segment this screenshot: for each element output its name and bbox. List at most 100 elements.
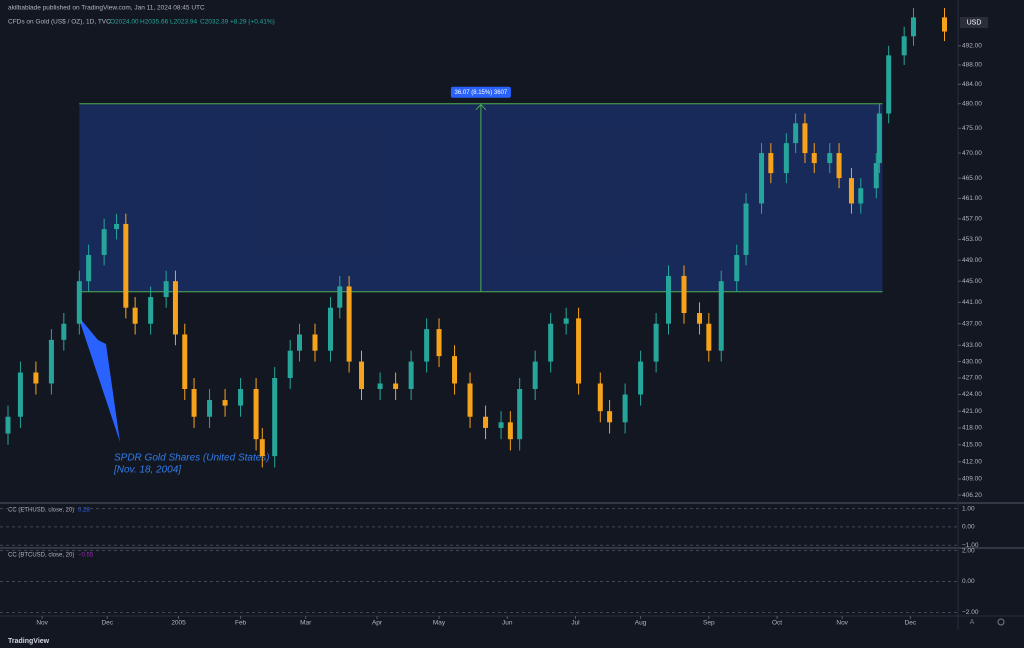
x-tick-label: Aug xyxy=(635,620,647,627)
x-tick-label: Apr xyxy=(372,620,383,627)
candle-body xyxy=(337,286,343,308)
candle-body xyxy=(33,372,39,384)
candle-body xyxy=(666,275,672,324)
annotation-arrow xyxy=(78,316,120,442)
candle-body xyxy=(941,17,947,32)
candle-body xyxy=(622,394,628,423)
candle-body xyxy=(802,123,808,154)
candle-body xyxy=(718,281,724,351)
candle-body xyxy=(238,388,244,406)
auto-button[interactable]: A xyxy=(970,619,975,626)
candle-body xyxy=(148,297,154,324)
candle-body xyxy=(408,361,414,389)
currency-box[interactable] xyxy=(960,17,988,28)
candle-body xyxy=(607,411,613,423)
candle-body xyxy=(563,318,569,324)
pane-tick-label: 2.00 xyxy=(962,547,975,554)
y-tick-label: 412.00 xyxy=(962,459,982,466)
candle-body xyxy=(61,323,67,340)
candle-body xyxy=(811,153,817,164)
pane-tick-label: −1.00 xyxy=(962,542,979,549)
currency[interactable]: USD xyxy=(967,19,982,26)
x-tick-label: 2005 xyxy=(171,620,186,627)
y-tick-label: 427.00 xyxy=(962,375,982,382)
candle-body xyxy=(532,361,538,389)
candle-body xyxy=(827,153,833,164)
measure-label-box xyxy=(450,86,511,98)
candle-body xyxy=(163,281,169,298)
candle-body xyxy=(312,334,318,351)
annotation-line: SPDR Gold Shares (United States) xyxy=(114,453,270,464)
pane-tick-label: 1.00 xyxy=(962,505,975,512)
y-tick-label: 453.00 xyxy=(962,236,982,243)
y-tick-label: 421.00 xyxy=(962,408,982,415)
candle-body xyxy=(123,223,129,308)
y-tick-label: 441.00 xyxy=(962,299,982,306)
measure-arrowhead xyxy=(475,103,487,111)
candle-body xyxy=(191,388,197,417)
pane-tick-label: 0.00 xyxy=(962,578,975,585)
candle-body xyxy=(5,416,11,434)
settings-button[interactable] xyxy=(997,618,1005,626)
pane-title: CC (BTCUSD, close, 20) xyxy=(8,553,74,559)
y-tick-label: 488.00 xyxy=(962,62,982,69)
y-tick-label: 406.20 xyxy=(962,492,982,499)
annotation-line: [Nov. 18, 2004] xyxy=(113,465,181,476)
candle-body xyxy=(597,383,603,412)
pane-value: 0.28 xyxy=(78,508,90,514)
pane-value: −0.55 xyxy=(78,553,94,559)
candle-body xyxy=(517,388,523,440)
ohlc-value: C2032.39 xyxy=(200,19,229,26)
x-tick-label: Feb xyxy=(235,620,247,627)
candle-body xyxy=(222,400,228,406)
candle-body xyxy=(876,113,882,164)
y-tick-label: 449.00 xyxy=(962,257,982,264)
ohlc-value: L2023.94 xyxy=(170,19,197,26)
ohlc-value: H2035.66 xyxy=(140,19,169,26)
candle-body xyxy=(759,153,765,204)
candle-body xyxy=(424,329,430,362)
y-tick-label: 430.00 xyxy=(962,358,982,365)
candle-body xyxy=(681,275,687,314)
x-tick-label: Nov xyxy=(36,620,48,627)
candle-body xyxy=(272,377,278,457)
candle-body xyxy=(793,123,799,144)
candle-body xyxy=(17,372,23,417)
y-tick-label: 424.00 xyxy=(962,391,982,398)
y-tick-label: 415.00 xyxy=(962,442,982,449)
candle-body xyxy=(467,383,473,417)
candle-body xyxy=(858,188,864,204)
candle-body xyxy=(507,422,513,440)
x-tick-label: Oct xyxy=(772,620,782,627)
ohlc-value: +8.29 (+0.41%) xyxy=(230,19,275,26)
candle-body xyxy=(768,153,774,174)
y-tick-label: 433.00 xyxy=(962,342,982,349)
brand[interactable]: TradingView xyxy=(8,638,50,645)
y-tick-label: 484.00 xyxy=(962,81,982,88)
x-tick-label: Mar xyxy=(300,620,312,627)
y-tick-label: 457.00 xyxy=(962,216,982,223)
y-tick-label: 418.00 xyxy=(962,425,982,432)
candle-body xyxy=(734,255,740,282)
candle-body xyxy=(287,350,293,378)
candle-body xyxy=(253,388,259,440)
y-tick-label: 461.00 xyxy=(962,195,982,202)
x-tick-label: Nov xyxy=(836,620,848,627)
x-tick-label: Jul xyxy=(571,620,580,627)
candle-body xyxy=(393,383,399,389)
candle-body xyxy=(296,334,302,351)
y-tick-label: 480.00 xyxy=(962,100,982,107)
pane-tick-label: 0.00 xyxy=(962,524,975,531)
candle-body xyxy=(452,356,458,384)
pane-tick-label: −2.00 xyxy=(962,609,979,616)
candle-body xyxy=(498,422,504,428)
candle-body xyxy=(783,143,789,174)
y-tick-label: 475.00 xyxy=(962,125,982,132)
candle-body xyxy=(886,55,892,114)
candle-body xyxy=(132,307,138,324)
candle-body xyxy=(359,361,365,389)
candle-body xyxy=(346,286,352,362)
x-tick-label: Dec xyxy=(101,620,113,627)
